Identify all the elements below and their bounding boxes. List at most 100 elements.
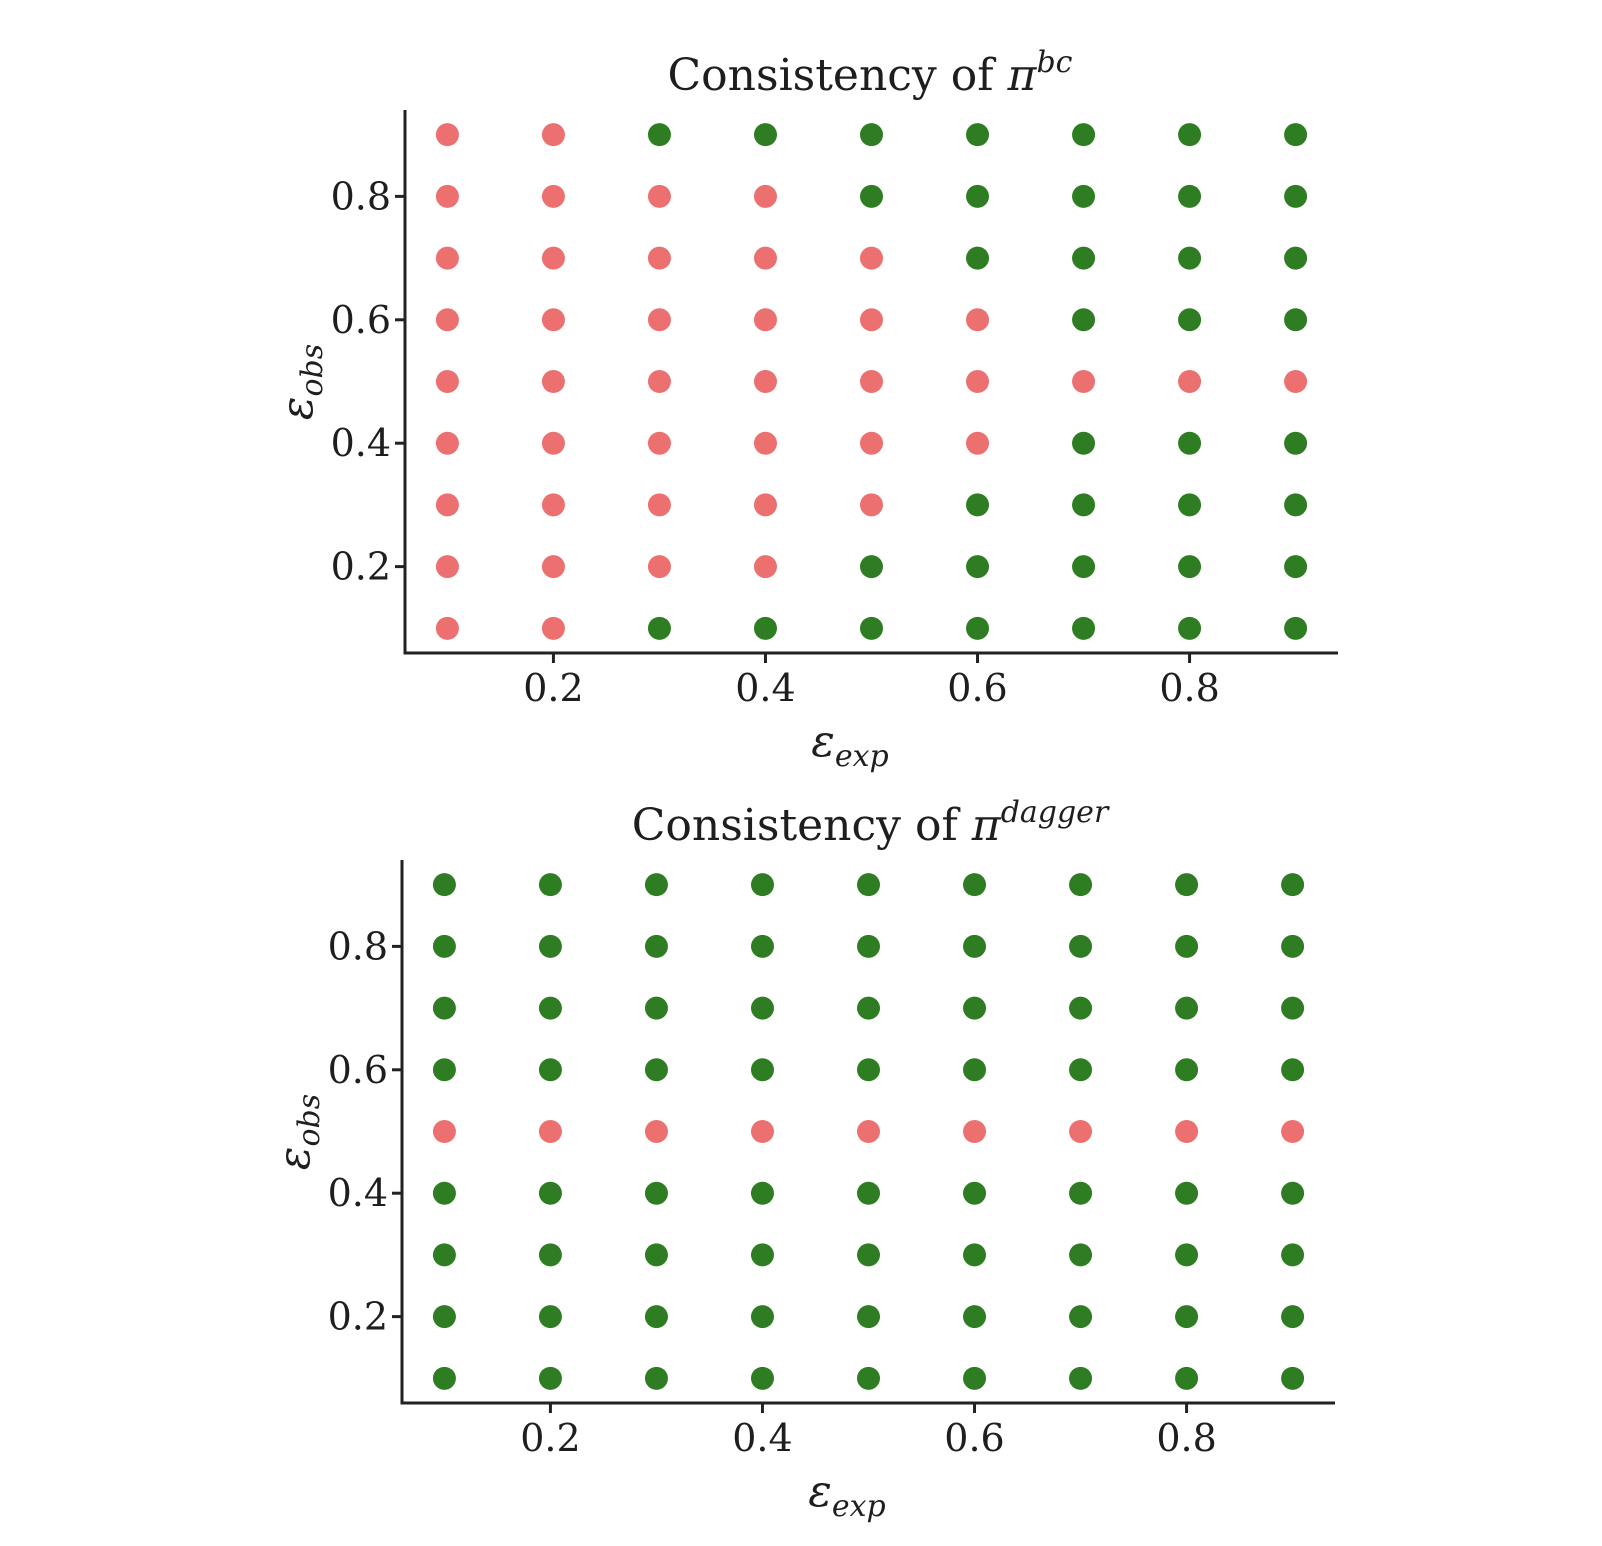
chart-bc-point-r1-c5 xyxy=(966,555,990,579)
chart-bc-point-r6-c2 xyxy=(647,246,671,270)
chart-dagger-point-r6-c0 xyxy=(432,996,456,1020)
chart-bc-point-r6-c6 xyxy=(1072,246,1096,270)
chart-bc-point-r5-c0 xyxy=(435,308,459,332)
chart-bc-point-r7-c4 xyxy=(860,184,883,208)
chart-bc-point-r5-c4 xyxy=(860,308,883,332)
chart-dagger-point-r3-c5 xyxy=(963,1181,987,1205)
chart-dagger-point-r6-c5 xyxy=(963,996,987,1020)
chart-bc-point-r7-c2 xyxy=(647,184,671,208)
chart-bc-point-r8-c0 xyxy=(435,123,459,147)
chart-dagger-point-r1-c4 xyxy=(857,1305,880,1329)
chart-bc-point-r5-c6 xyxy=(1072,308,1096,332)
chart-dagger-y-tick-label-0: 0.2 xyxy=(328,1295,388,1339)
chart-dagger-point-r0-c0 xyxy=(432,1366,456,1390)
chart-bc-point-r5-c5 xyxy=(966,308,990,332)
chart-bc-point-r2-c4 xyxy=(860,493,883,517)
chart-dagger-point-r3-c3 xyxy=(750,1181,774,1205)
chart-bc-point-r4-c0 xyxy=(435,370,459,393)
chart-dagger-point-r8-c5 xyxy=(963,873,987,897)
chart-dagger-point-r7-c5 xyxy=(963,934,987,958)
chart-dagger-points xyxy=(432,873,1305,1390)
chart-dagger-y-tick-label-2: 0.6 xyxy=(328,1048,388,1092)
chart-dagger-point-r0-c7 xyxy=(1175,1366,1199,1390)
chart-dagger-point-r8-c2 xyxy=(644,873,668,897)
chart-dagger-point-r2-c6 xyxy=(1069,1243,1093,1267)
chart-bc-point-r3-c1 xyxy=(541,431,565,455)
chart-dagger-point-r7-c7 xyxy=(1175,934,1199,958)
chart-dagger-point-r6-c4 xyxy=(857,996,880,1020)
chart-bc-point-r6-c7 xyxy=(1178,246,1202,270)
chart-bc-point-r2-c5 xyxy=(966,493,990,517)
chart-dagger-point-r8-c1 xyxy=(538,873,562,897)
chart-dagger-point-r1-c3 xyxy=(750,1305,774,1329)
chart-bc-point-r8-c6 xyxy=(1072,123,1096,147)
chart-dagger-y-tick-label-3: 0.8 xyxy=(328,924,388,968)
chart-bc-point-r2-c2 xyxy=(647,493,671,517)
chart-dagger-point-r5-c0 xyxy=(432,1058,456,1082)
chart-dagger-point-r1-c8 xyxy=(1281,1305,1305,1329)
chart-bc-point-r0-c7 xyxy=(1178,616,1202,640)
chart-bc-point-r4-c7 xyxy=(1178,370,1202,393)
chart-bc-point-r1-c1 xyxy=(541,555,565,579)
chart-dagger-point-r5-c6 xyxy=(1069,1058,1093,1082)
chart-dagger-y-axis-label: εobs xyxy=(269,1094,327,1170)
chart-bc-point-r4-c8 xyxy=(1284,370,1308,393)
chart-dagger-point-r4-c4 xyxy=(857,1120,880,1143)
chart-dagger-point-r4-c5 xyxy=(963,1120,987,1143)
chart-bc-point-r5-c8 xyxy=(1284,308,1308,332)
chart-dagger-point-r3-c8 xyxy=(1281,1181,1305,1205)
chart-dagger-point-r5-c3 xyxy=(750,1058,774,1082)
chart-bc-y-ticks: 0.2 0.4 0.6 0.8 xyxy=(331,174,405,589)
chart-bc-point-r4-c2 xyxy=(647,370,671,393)
chart-bc-y-tick-label-1: 0.4 xyxy=(331,421,391,465)
chart-dagger-x-tick-label-2: 0.6 xyxy=(944,1416,1004,1460)
chart-bc-y-axis-label: εobs xyxy=(272,344,330,420)
chart-dagger-x-tick-label-1: 0.4 xyxy=(732,1416,792,1460)
chart-bc-point-r0-c2 xyxy=(647,616,671,640)
chart-bc-y-tick-label-3: 0.8 xyxy=(331,174,391,218)
chart-bc-point-r3-c2 xyxy=(647,431,671,455)
chart-bc-point-r5-c1 xyxy=(541,308,565,332)
chart-dagger-point-r6-c7 xyxy=(1175,996,1199,1020)
chart-dagger-title-prefix: Consistency of xyxy=(632,800,972,851)
chart-dagger-point-r8-c4 xyxy=(857,873,880,897)
chart-bc-point-r3-c4 xyxy=(860,431,883,455)
chart-bc-point-r2-c3 xyxy=(753,493,777,517)
chart-dagger-point-r8-c0 xyxy=(432,873,456,897)
chart-bc-point-r7-c1 xyxy=(541,184,565,208)
chart-bc-point-r8-c1 xyxy=(541,123,565,147)
chart-bc-point-r4-c3 xyxy=(753,370,777,393)
chart-dagger-point-r2-c3 xyxy=(750,1243,774,1267)
chart-dagger-point-r5-c5 xyxy=(963,1058,987,1082)
chart-dagger-x-axis-label: εexp xyxy=(808,1466,886,1524)
chart-dagger-point-r0-c8 xyxy=(1281,1366,1305,1390)
chart-dagger-point-r5-c7 xyxy=(1175,1058,1199,1082)
chart-dagger-x-axis-subscript: exp xyxy=(832,1489,886,1524)
chart-bc-x-axis-label: εexp xyxy=(811,716,889,774)
chart-dagger-y-ticks: 0.2 0.4 0.6 0.8 xyxy=(328,924,402,1339)
chart-dagger-point-r4-c0 xyxy=(432,1120,456,1143)
chart-bc-point-r1-c3 xyxy=(753,555,777,579)
chart-dagger-point-r2-c7 xyxy=(1175,1243,1199,1267)
chart-bc-point-r4-c6 xyxy=(1072,370,1096,393)
chart-bc-point-r0-c0 xyxy=(435,616,459,640)
chart-dagger-title-superscript: dagger xyxy=(1001,795,1110,830)
chart-dagger-y-axis-subscript: obs xyxy=(292,1094,327,1147)
chart-bc-point-r6-c5 xyxy=(966,246,990,270)
chart-bc-point-r1-c6 xyxy=(1072,555,1096,579)
chart-dagger-point-r3-c4 xyxy=(857,1181,880,1205)
chart-dagger-point-r3-c7 xyxy=(1175,1181,1199,1205)
chart-dagger-point-r7-c3 xyxy=(750,934,774,958)
chart-bc-point-r3-c5 xyxy=(966,431,990,455)
chart-bc-point-r7-c6 xyxy=(1072,184,1096,208)
chart-bc-point-r1-c8 xyxy=(1284,555,1308,579)
chart-dagger-point-r0-c2 xyxy=(644,1366,668,1390)
chart-dagger-point-r1-c5 xyxy=(963,1305,987,1329)
chart-dagger-point-r3-c2 xyxy=(644,1181,668,1205)
chart-bc-title-prefix: Consistency of xyxy=(668,50,1008,101)
chart-dagger-point-r2-c8 xyxy=(1281,1243,1305,1267)
chart-dagger-point-r3-c0 xyxy=(432,1181,456,1205)
chart-bc-point-r0-c8 xyxy=(1284,616,1308,640)
chart-dagger-point-r8-c7 xyxy=(1175,873,1199,897)
